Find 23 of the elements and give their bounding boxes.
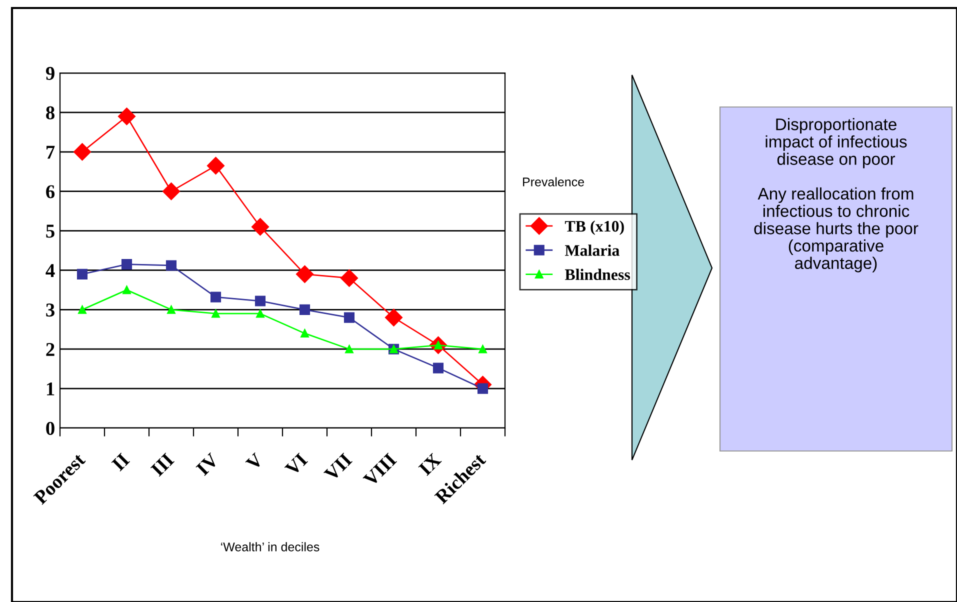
legend-label: Malaria [564, 244, 620, 256]
x-tick-label: V [245, 452, 264, 472]
x-tick-label: II [111, 452, 130, 472]
legend-label: Blindness [564, 268, 630, 280]
y-tick-label: 9 [46, 66, 54, 80]
x-tick-label: VI [284, 452, 308, 477]
x-tick-label: III [150, 452, 175, 477]
y-tick-label: 0 [46, 422, 54, 435]
x-tick-label: IV [196, 452, 220, 476]
y-tick-label: 1 [46, 382, 54, 396]
text: Disproportionate impact of infectious disease on poor Any reallocation from infectious to chronic disease hurts the poor (comparative advantage) [754, 118, 918, 272]
y-tick-label: 7 [46, 146, 55, 159]
x-tick-label: VIII [362, 452, 398, 488]
y-tick-label: 8 [46, 106, 54, 120]
y-tick-label: 4 [46, 264, 55, 277]
x-axis-title: ‘Wealth’ in deciles [221, 542, 320, 552]
y-tick-label: 3 [46, 304, 54, 317]
y-tick-label: 2 [46, 342, 54, 356]
y-tick-label: 5 [46, 224, 54, 238]
legend-label: TB (x10) [564, 220, 624, 235]
x-tick-label: VII [324, 452, 353, 482]
y-tick-label: 6 [46, 185, 55, 198]
legend-title: Prevalence [523, 177, 584, 186]
